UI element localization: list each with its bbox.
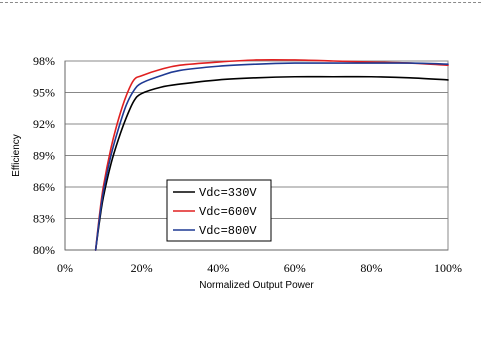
legend: Vdc=330V Vdc=600V Vdc=800V xyxy=(166,179,272,242)
series-lines xyxy=(94,58,449,251)
legend-label: Vdc=600V xyxy=(199,205,257,219)
y-axis-title: Efficiency xyxy=(11,134,22,177)
x-tick-label: 100% xyxy=(434,261,462,275)
y-tick-label: 95% xyxy=(33,86,55,100)
x-tick-label: 20% xyxy=(131,261,153,275)
x-tick-label: 40% xyxy=(207,261,229,275)
y-tick-label: 89% xyxy=(33,149,55,163)
series-line-0 xyxy=(94,75,449,251)
legend-label: Vdc=800V xyxy=(199,224,257,238)
legend-label: Vdc=330V xyxy=(199,186,257,200)
x-tick-label: 80% xyxy=(360,261,382,275)
y-tick-label: 83% xyxy=(33,212,55,226)
y-tick-label: 92% xyxy=(33,117,55,131)
x-tick-label: 60% xyxy=(284,261,306,275)
y-tick-label: 80% xyxy=(33,243,55,257)
y-tick-label: 86% xyxy=(33,180,55,194)
axes xyxy=(64,61,448,251)
x-axis-title: Normalized Output Power xyxy=(199,280,314,291)
tick-labels: 80% 83% 86% 89% 92% 95% 98% 0% 20% 40% 60% 80% 100% xyxy=(33,54,462,275)
series-line-2 xyxy=(94,62,449,251)
x-tick-label: 0% xyxy=(57,261,73,275)
y-tick-label: 98% xyxy=(33,54,55,68)
series-line-1 xyxy=(94,58,449,251)
dashed-top-border xyxy=(0,2,481,3)
